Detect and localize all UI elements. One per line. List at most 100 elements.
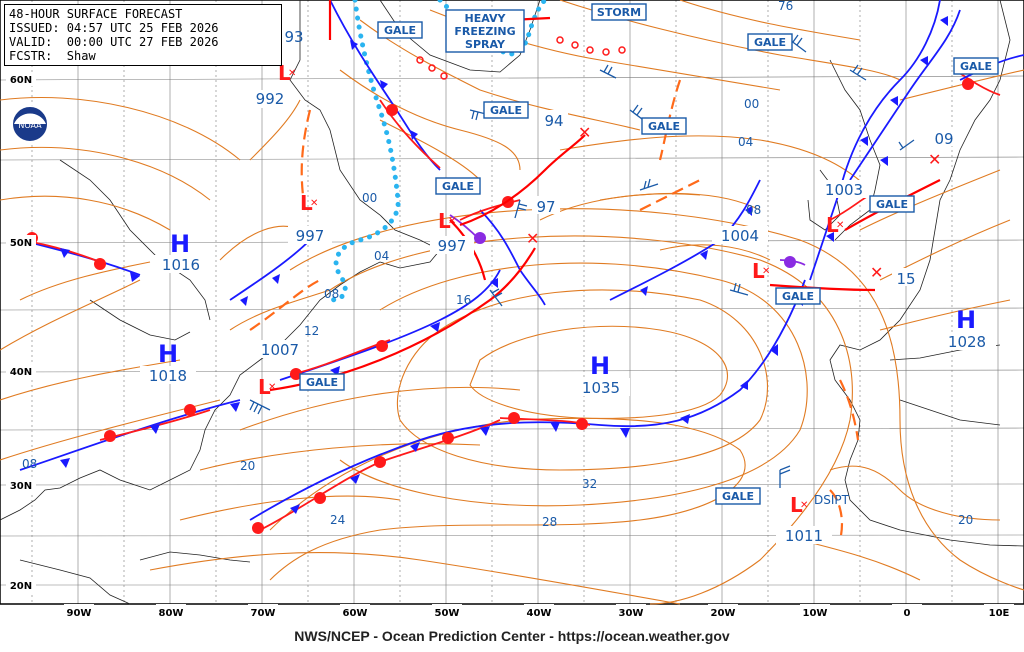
isobar-label: 04: [374, 249, 389, 263]
isobar-label: 08: [746, 203, 761, 217]
pressure-labels: 93 94 97 15 09: [284, 28, 958, 288]
low-value: 992: [256, 90, 285, 108]
gale-warning: GALE: [641, 117, 687, 135]
isobar-label: 28: [542, 515, 557, 529]
svg-text:✕: ✕: [762, 266, 770, 277]
high-value: 1016: [162, 256, 200, 274]
lon-label: 10E: [989, 608, 1010, 619]
isobar-label: 08: [324, 287, 339, 301]
lat-label: 40N: [10, 367, 32, 378]
lat-label: 50N: [10, 238, 32, 249]
low-value: 997: [296, 227, 325, 245]
svg-text:✕: ✕: [526, 229, 539, 248]
svg-text:✕: ✕: [870, 263, 883, 282]
pressure-label: 97: [536, 198, 555, 216]
low-center: L✕992: [248, 61, 296, 108]
low-symbol: L: [278, 61, 291, 85]
isobar-label: 04: [738, 135, 753, 149]
low-value: 1011: [785, 527, 823, 545]
forecast-info-box: 48-HOUR SURFACE FORECAST ISSUED: 04:57 U…: [4, 4, 282, 66]
svg-text:✕: ✕: [928, 150, 941, 169]
front-symbols: [26, 16, 974, 534]
isobar-label: 76: [778, 0, 793, 13]
svg-text:GALE: GALE: [876, 198, 908, 211]
isobar-label: 08: [22, 457, 37, 471]
lat-label: 20N: [10, 581, 32, 592]
isobar-label: 24: [330, 513, 345, 527]
lon-label: 20W: [711, 608, 736, 619]
svg-text:STORM: STORM: [597, 6, 641, 19]
low-value: 1004: [721, 227, 759, 245]
wind-barbs: [249, 34, 915, 488]
svg-text:GALE: GALE: [306, 376, 338, 389]
forecaster: FCSTR: Shaw: [9, 49, 96, 63]
gale-warning: GALE: [775, 287, 821, 305]
svg-text:GALE: GALE: [782, 290, 814, 303]
isobar-label: 20: [240, 459, 255, 473]
isobar-label: 20: [958, 513, 973, 527]
coastlines: [0, 0, 1024, 605]
ice-accretion: [416, 36, 626, 80]
surface-forecast-map: ✕ ✕ ✕ ✕ NOAA 90W 80W 70W 60W 50W 40: [0, 0, 1024, 620]
low-center: L✕ DSIPT 1011: [776, 493, 850, 545]
low-center: L✕ 1004: [712, 226, 770, 283]
lon-label: 30W: [619, 608, 644, 619]
svg-text:HEAVY: HEAVY: [465, 12, 507, 25]
low-center: L✕ 997: [288, 191, 332, 245]
warnings: GALE GALE GALE GALE GALE GALE GALE GALE …: [299, 3, 999, 505]
pressure-label: 93: [284, 28, 303, 46]
lon-label: 10W: [803, 608, 828, 619]
pressure-label: 94: [544, 112, 563, 130]
gale-warning: GALE: [953, 57, 999, 75]
svg-text:✕: ✕: [836, 220, 844, 231]
dissipating-label: DSIPT: [814, 493, 850, 507]
ice-edge: [327, 0, 401, 303]
svg-text:GALE: GALE: [442, 180, 474, 193]
lon-label: 70W: [251, 608, 276, 619]
gale-warning: GALE: [299, 373, 345, 391]
low-center: L✕ 1003: [816, 180, 872, 237]
svg-text:✕: ✕: [268, 382, 276, 393]
low-symbol: L: [300, 191, 313, 215]
longitude-labels: 90W 80W 70W 60W 50W 40W 30W 20W 10W 0 10…: [64, 604, 1014, 620]
high-value: 1028: [948, 333, 986, 351]
noaa-logo: NOAA: [11, 105, 49, 143]
low-value: 1007: [261, 341, 299, 359]
svg-text:✕: ✕: [448, 216, 456, 227]
isobar-label: 12: [304, 324, 319, 338]
svg-text:GALE: GALE: [960, 60, 992, 73]
low-center: L✕ 1007: [254, 340, 306, 399]
footer-credit: NWS/NCEP - Ocean Prediction Center - htt…: [294, 628, 730, 644]
noaa-logo-text: NOAA: [18, 121, 42, 130]
lat-label: 30N: [10, 481, 32, 492]
low-symbol: L: [790, 493, 803, 517]
lon-label: 80W: [159, 608, 184, 619]
low-pressure-centers: L✕992 L✕997 L✕997 L✕1007 L✕1004 L✕1003 L…: [248, 61, 872, 545]
isobar-label: 00: [744, 97, 759, 111]
high-value: 1035: [582, 379, 620, 397]
svg-text:✕: ✕: [578, 123, 591, 142]
gale-warning: GALE: [377, 21, 423, 39]
gale-warning: GALE: [869, 195, 915, 213]
storm-warning: STORM: [591, 3, 647, 21]
low-symbol: L: [826, 213, 839, 237]
valid-time: VALID: 00:00 UTC 27 FEB 2026: [9, 35, 219, 49]
isobar-labels: 00 04 08 12 16 20 24 28 32 00 04 08 20 7…: [22, 0, 973, 529]
high-value: 1018: [149, 367, 187, 385]
isobar-label: 00: [362, 191, 377, 205]
svg-text:✕: ✕: [288, 68, 296, 79]
gale-warning: GALE: [483, 101, 529, 119]
svg-text:GALE: GALE: [384, 24, 416, 37]
latitude-labels: 60N 50N 40N 30N 20N: [6, 72, 36, 592]
troughs: [249, 79, 860, 541]
svg-text:✕: ✕: [310, 198, 318, 209]
high-symbol: H: [590, 352, 610, 380]
high-symbol: H: [956, 306, 976, 334]
isobar-label: 32: [582, 477, 597, 491]
gale-warning: GALE: [747, 33, 793, 51]
lon-label: 40W: [527, 608, 552, 619]
